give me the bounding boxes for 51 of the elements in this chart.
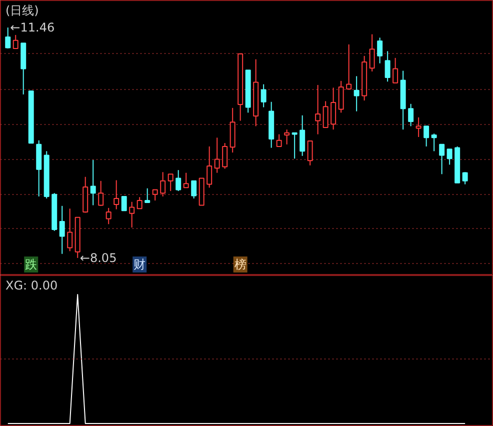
- candlestick: [462, 172, 468, 185]
- candlestick: [168, 174, 174, 192]
- candlestick: [284, 129, 290, 145]
- candlestick: [260, 84, 266, 108]
- candlestick: [5, 27, 11, 49]
- chart-title: XG: 0.00: [6, 278, 58, 292]
- candlestick: [322, 100, 328, 128]
- candlestick: [300, 114, 306, 156]
- candlestick: [431, 133, 437, 152]
- candlestick: [183, 172, 189, 188]
- candlestick: [136, 196, 142, 210]
- annotation: 跌: [25, 258, 38, 272]
- candlestick: [446, 148, 452, 166]
- candlestick: [121, 196, 127, 212]
- candlestick: [176, 170, 182, 192]
- annotation: ←8.05: [80, 250, 117, 265]
- candlestick: [392, 57, 398, 84]
- candlestick: [67, 208, 73, 252]
- candlestick: [416, 116, 422, 138]
- annotation: ←11.46: [10, 20, 55, 35]
- candlestick: [191, 180, 197, 199]
- candlestick: [90, 159, 96, 206]
- annotation: 财: [134, 258, 146, 272]
- candlestick: [12, 34, 18, 49]
- candlestick: [408, 103, 414, 127]
- candlestick: [98, 180, 104, 206]
- candlestick: [222, 142, 228, 170]
- chart-title: (日线): [6, 4, 39, 18]
- candlestick: [369, 34, 375, 72]
- candlestick: [377, 37, 383, 64]
- candlestick: [59, 205, 65, 254]
- candlestick: [338, 80, 344, 114]
- candlestick: [276, 134, 282, 147]
- candlestick: [214, 137, 220, 174]
- candlestick: [346, 44, 352, 90]
- candlestick: [144, 188, 150, 204]
- candlestick: [315, 84, 321, 135]
- annotation: 榜: [234, 258, 246, 272]
- candlestick: [206, 146, 212, 188]
- candlestick: [439, 144, 445, 175]
- candlestick: [114, 180, 120, 210]
- candlestick: [354, 76, 360, 112]
- candlestick: [292, 132, 298, 160]
- candlestick: [106, 207, 112, 225]
- candlestick: [424, 126, 430, 147]
- candlestick: [129, 201, 135, 228]
- candlestick: [307, 140, 313, 166]
- candlestick: [384, 50, 390, 82]
- candlestick: [330, 87, 336, 130]
- candlestick: [152, 189, 158, 201]
- candlestick: [160, 172, 166, 197]
